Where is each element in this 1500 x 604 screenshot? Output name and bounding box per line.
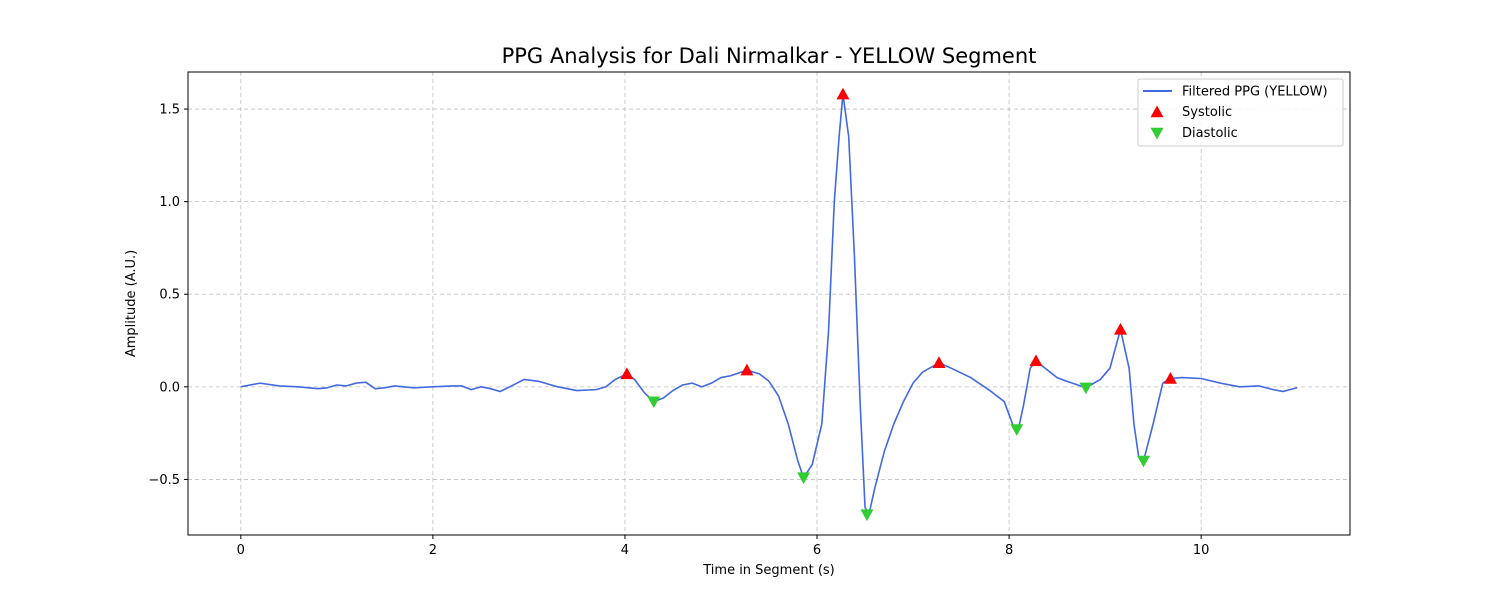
legend-systolic-marker [1150,105,1164,118]
systolic-marker [1163,372,1177,384]
y-tick-label: 1.5 [159,103,180,118]
legend-box [1137,78,1344,147]
x-axis-ticks: 0 2 4 6 8 10 [237,535,1210,558]
diastolic-marker [860,509,874,522]
y-tick-label: 0.0 [159,380,180,395]
x-axis-label: Time in Segment (s) [702,563,834,578]
systolic-marker [1029,354,1043,367]
systolic-marker [620,367,634,380]
legend-entry-systolic: Systolic [1182,105,1232,120]
marker-layer [620,87,1177,522]
legend-entry-diastolic: Diastolic [1182,126,1238,141]
diastolic-marker [1137,455,1151,468]
diastolic-marker [1010,424,1024,436]
x-tick-label: 10 [1193,543,1210,558]
diastolic-marker [797,472,811,485]
systolic-marker [1113,322,1127,335]
x-tick-label: 2 [429,543,437,558]
plot-frame [187,71,1351,536]
x-tick-label: 6 [813,543,821,558]
legend-entry-filtered-ppg: Filtered PPG (YELLOW) [1182,85,1328,100]
x-tick-label: 8 [1005,543,1013,558]
y-axis-label: Amplitude (A.U.) [124,250,139,357]
systolic-marker [932,356,946,368]
diastolic-marker [647,396,661,409]
legend: Filtered PPG (YELLOW) Systolic Diastolic [1137,78,1344,147]
y-tick-label: 0.5 [159,288,180,303]
diastolic-marker [1079,382,1093,395]
y-axis-ticks: −0.5 0.0 0.5 1.0 1.5 [148,103,188,488]
series-line-filtered-ppg [240,93,1298,516]
systolic-marker [836,87,850,100]
y-tick-label: 1.0 [159,195,180,210]
x-tick-label: 0 [237,543,245,558]
chart-title: PPG Analysis for Dali Nirmalkar - YELLOW… [502,44,1037,68]
systolic-marker [740,363,754,376]
x-tick-label: 4 [621,543,629,558]
legend-diastolic-marker [1150,127,1164,140]
y-tick-label: −0.5 [148,473,180,488]
series-line-layer [240,93,1298,516]
